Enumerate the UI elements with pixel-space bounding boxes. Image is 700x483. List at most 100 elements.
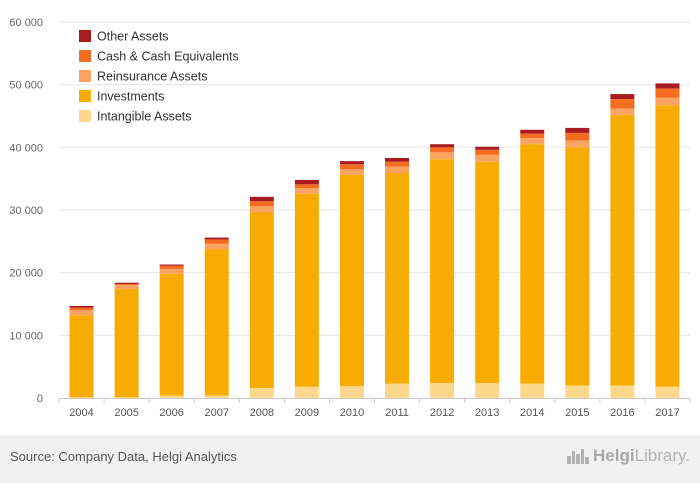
legend-label: Investments <box>97 90 164 104</box>
bar-segment <box>204 239 229 244</box>
legend-swatch <box>79 50 91 62</box>
bar-segment <box>475 382 500 398</box>
x-tick-label: 2012 <box>430 407 454 419</box>
legend-label: Other Assets <box>97 30 169 44</box>
bar-segment <box>475 146 500 150</box>
bar-segment <box>114 285 139 289</box>
bar-segment <box>430 144 455 148</box>
bar-segment <box>385 166 410 174</box>
bar-segment <box>294 179 319 185</box>
source-note: Source: Company Data, Helgi Analytics <box>10 449 237 464</box>
legend-swatch <box>79 90 91 102</box>
bar-segment <box>520 144 545 384</box>
bar-segment <box>430 152 455 160</box>
y-axis: 0 10 000 20 000 30 000 40 000 50 000 60 000 <box>9 17 43 405</box>
bar-segment <box>69 305 94 308</box>
legend-swatch <box>79 70 91 82</box>
x-tick-label: 2007 <box>205 407 229 419</box>
bar-segment <box>655 97 680 106</box>
bar-segment <box>565 140 590 148</box>
bar-segment <box>385 383 410 398</box>
legend-swatch <box>79 110 91 122</box>
legend-label: Intangible Assets <box>97 110 192 124</box>
x-tick-label: 2004 <box>69 407 93 419</box>
bar-segment <box>249 387 274 398</box>
y-tick-label: 50 000 <box>9 80 43 92</box>
bar-segment <box>565 147 590 386</box>
bar-segment <box>294 193 319 387</box>
bar-segment <box>520 129 545 134</box>
bar-segment <box>565 132 590 141</box>
bar-segment <box>294 184 319 189</box>
bar-segment <box>249 212 274 388</box>
bar-segment <box>565 385 590 398</box>
bar-segment <box>655 88 680 98</box>
y-tick-label: 0 <box>37 393 43 405</box>
bar-segment <box>69 315 94 398</box>
bar-segment <box>249 201 274 207</box>
footer: Source: Company Data, Helgi Analytics He… <box>0 435 700 483</box>
bar-segment <box>610 385 635 398</box>
bar-segment <box>655 105 680 387</box>
legend-swatch <box>79 30 91 42</box>
x-tick-label: 2013 <box>475 407 499 419</box>
bar-segment <box>69 397 94 398</box>
bar-segment <box>249 206 274 213</box>
x-tick-label: 2016 <box>610 407 634 419</box>
bar-segment <box>475 154 500 162</box>
bar-segment <box>114 282 139 284</box>
x-axis: 2004 2005 2006 2007 2008 2009 2010 2011 2012 2013… <box>58 398 691 419</box>
bar-segment <box>475 161 500 383</box>
bar-segment <box>610 94 635 100</box>
bar-segment <box>114 283 139 286</box>
bar-segment <box>159 264 184 266</box>
y-tick-label: 10 000 <box>9 330 43 342</box>
bar-segment <box>249 196 274 202</box>
bar-segment <box>159 268 184 274</box>
bar-segment <box>204 237 229 240</box>
bar-segment <box>655 83 680 89</box>
x-tick-label: 2006 <box>159 407 183 419</box>
x-tick-label: 2017 <box>655 407 679 419</box>
bar-segment <box>159 273 184 396</box>
bar-segment <box>69 307 94 311</box>
legend-label: Cash & Cash Equivalents <box>97 50 239 64</box>
bar-segment <box>294 386 319 398</box>
skyline-icon <box>567 449 589 464</box>
x-tick-label: 2015 <box>565 407 589 419</box>
bar-segment <box>565 127 590 133</box>
stacked-bar-chart: 0 10 000 20 000 30 000 40 000 50 000 60 000 20… <box>9 17 691 419</box>
bar-segment <box>610 114 635 386</box>
x-tick-label: 2008 <box>250 407 274 419</box>
bar-segment <box>430 382 455 398</box>
brand-logo[interactable]: HelgiLibrary. <box>567 446 690 466</box>
legend-label: Reinsurance Assets <box>97 70 207 84</box>
y-tick-label: 30 000 <box>9 205 43 217</box>
bar-segment <box>430 159 455 383</box>
bar-segment <box>520 137 545 145</box>
brand-name: HelgiLibrary. <box>593 446 690 465</box>
bar-segment <box>114 397 139 398</box>
bar-segment <box>520 383 545 398</box>
bar-segment <box>339 386 364 398</box>
bar-segment <box>294 188 319 194</box>
y-tick-label: 20 000 <box>9 268 43 280</box>
bar-segment <box>655 386 680 398</box>
x-tick-label: 2005 <box>114 407 138 419</box>
y-tick-label: 40 000 <box>9 142 43 154</box>
bar-segment <box>475 149 500 155</box>
bar-segment <box>520 133 545 138</box>
bar-segment <box>339 169 364 175</box>
bar-segment <box>610 108 635 115</box>
bar-segment <box>204 243 229 250</box>
bar-segment <box>339 161 364 165</box>
bar-segment <box>385 161 410 167</box>
bar-segment <box>114 288 139 398</box>
bar-segment <box>204 249 229 396</box>
bar-segment <box>385 173 410 384</box>
bar-segment <box>204 395 229 398</box>
x-tick-label: 2010 <box>340 407 364 419</box>
legend: Other Assets Cash & Cash Equivalents Reins… <box>79 30 239 124</box>
bar-segment <box>159 265 184 269</box>
bar-segment <box>339 164 364 170</box>
